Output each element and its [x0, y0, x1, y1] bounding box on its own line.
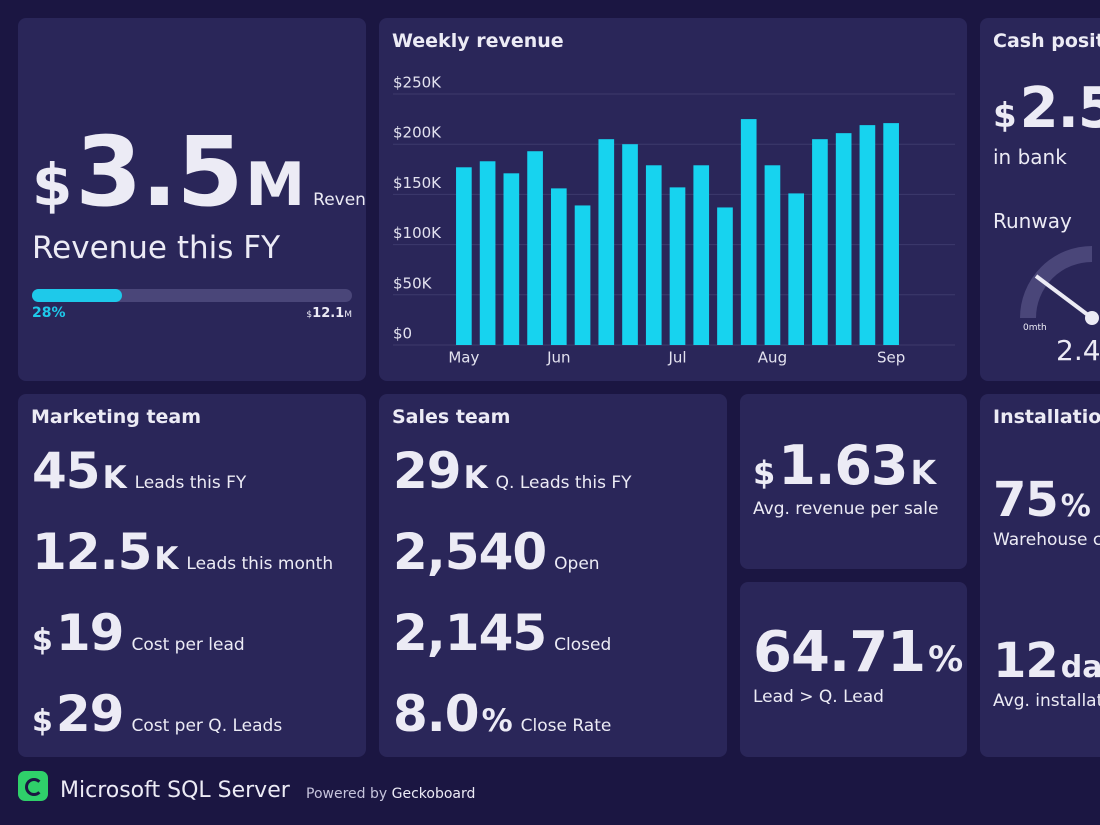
progress-label: 28%	[32, 305, 66, 321]
metric-prefix: $	[32, 704, 53, 739]
metric-suffix: M	[245, 150, 306, 220]
brand: Geckoboard	[391, 786, 476, 802]
target: $12.1 M	[306, 306, 352, 321]
metric-value: 2,540	[393, 523, 547, 581]
metric: 8.0% Close Rate	[393, 685, 611, 743]
target-suffix: M	[344, 310, 352, 320]
metric-value: 29	[393, 442, 462, 500]
metric-value: 2,145	[393, 604, 547, 662]
progress-track	[32, 289, 352, 302]
metric-value: 8.0	[393, 685, 480, 743]
gauge-arc	[1020, 246, 1093, 319]
metric-label: Closed	[554, 635, 612, 655]
metric: 45 K Leads this FY	[32, 442, 246, 500]
metric-label: Open	[554, 554, 600, 574]
metric-suffix: K	[154, 541, 179, 577]
metric: $3.5M Revenue this FY	[32, 116, 366, 228]
sales-title: Sales team	[392, 406, 511, 428]
metric-prefix: $	[993, 96, 1017, 136]
metric-value: 12	[993, 633, 1059, 689]
metric-suffix: %	[928, 640, 964, 680]
metric-label: Leads this month	[186, 554, 334, 574]
metric-prefix: $	[32, 151, 73, 219]
gauge	[1020, 246, 1099, 325]
gauge-value: 2.4	[1056, 334, 1100, 367]
metric-label: Q. Leads this FY	[495, 473, 632, 493]
metric-value: 64.71	[753, 620, 926, 685]
footer-product: Microsoft SQL Server	[60, 778, 290, 803]
metric-suffix: K	[463, 460, 488, 496]
target-number: 12.1	[312, 306, 345, 321]
metric-suffix: K	[102, 460, 127, 496]
powered-by: Powered by	[306, 786, 388, 802]
metric-value: 2.5	[1019, 76, 1100, 141]
metric-label: Lead > Q. Lead	[753, 687, 884, 708]
cash-label: in bank	[993, 145, 1067, 169]
logo-mark	[25, 778, 43, 796]
metric-label: Cost per Q. Leads	[131, 716, 283, 736]
runway-title: Runway	[993, 209, 1072, 233]
metric-value: 29	[55, 685, 125, 743]
progress-bar	[32, 289, 122, 302]
sales-card: Sales team 29 K Q. Leads this FY 2,540 Open 2…	[379, 394, 727, 757]
metric: $29 Cost per Q. Leads	[32, 685, 282, 743]
gauge-needle	[1034, 274, 1094, 320]
cash-card: Cash posit in bank Runway 0mth 2.4 $2.5i…	[980, 18, 1100, 381]
metric: 12day	[993, 633, 1100, 689]
target-prefix: $	[306, 310, 313, 320]
metric-value: 19	[55, 604, 125, 662]
metric-value: 1.63	[778, 434, 908, 497]
metric: 29 K Q. Leads this FY	[393, 442, 632, 500]
metric-suffix: day	[1060, 650, 1100, 685]
marketing-title: Marketing team	[31, 406, 202, 428]
footer-powered: Powered by Geckoboard	[306, 786, 475, 802]
gauge-pivot	[1085, 311, 1099, 325]
metric-suffix: K	[910, 453, 937, 492]
gauge-min: 0mth	[1023, 323, 1047, 333]
metric-suffix: %	[481, 703, 513, 739]
metric-value: 3.5	[75, 116, 243, 228]
metric-label: Close Rate	[520, 716, 612, 736]
metric-label: Avg. revenue per sale	[753, 498, 939, 519]
chart-title: Weekly revenue	[392, 30, 564, 52]
metric-prefix: $	[32, 623, 53, 658]
cash-title: Cash posit	[993, 30, 1100, 52]
metric: $1.63 K	[753, 434, 936, 497]
metric-prefix: $	[753, 454, 776, 492]
metric-label: Warehouse ca	[993, 529, 1100, 550]
marketing-card: Marketing team 45 K Leads this FY 12.5 K Lead…	[18, 394, 366, 757]
metric: 12.5 K Leads this month	[32, 523, 333, 581]
metric-label: Cost per lead	[131, 635, 245, 655]
metric: 2,540 Open	[393, 523, 600, 581]
metric-value: 45	[32, 442, 101, 500]
metric: 75%	[993, 472, 1091, 528]
metric: 64.71%	[753, 620, 963, 685]
chart-card: Weekly revenue	[379, 18, 967, 381]
metric: $19 Cost per lead	[32, 604, 245, 662]
metric-label: Revenue this FY	[313, 190, 366, 210]
installation-title: Installatio	[993, 406, 1100, 428]
revenue-card: Revenue this FY 28% $12.1M $3.5MRevenue …	[18, 18, 366, 381]
revenue-label: Revenue this FY	[32, 230, 281, 266]
lead-rate-card: 64.71% Lead > Q. Lead	[740, 582, 967, 757]
logo	[18, 771, 48, 801]
metric-label: Avg. installatio	[993, 690, 1100, 711]
metric-label: Leads this FY	[134, 473, 247, 493]
metric-value: 75	[993, 472, 1059, 528]
metric-suffix: %	[1060, 489, 1091, 524]
installation-card: Installatio 75%Warehouse ca12dayAvg. ins…	[980, 394, 1100, 757]
metric-value: 12.5	[32, 523, 152, 581]
avg-sale-card: $1.63 K Avg. revenue per sale	[740, 394, 967, 569]
metric: $2.5in bank	[993, 76, 1100, 141]
metric: 2,145 Closed	[393, 604, 611, 662]
